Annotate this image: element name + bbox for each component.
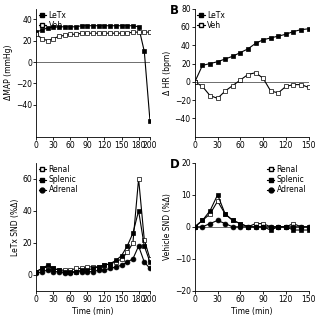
Legend: Renal, Splenic, Adrenal: Renal, Splenic, Adrenal xyxy=(38,164,79,195)
Legend: Renal, Splenic, Adrenal: Renal, Splenic, Adrenal xyxy=(266,164,307,195)
Legend: LeTx, Veh: LeTx, Veh xyxy=(38,10,67,31)
Text: D: D xyxy=(170,158,180,171)
Legend: LeTx, Veh: LeTx, Veh xyxy=(196,10,226,31)
Y-axis label: Vehicle SND (%Δ): Vehicle SND (%Δ) xyxy=(163,193,172,260)
X-axis label: Time (min): Time (min) xyxy=(72,307,114,316)
Y-axis label: LeTx SND (%Δ): LeTx SND (%Δ) xyxy=(11,198,20,255)
X-axis label: Time (min): Time (min) xyxy=(231,307,272,316)
Text: B: B xyxy=(170,4,179,17)
Y-axis label: Δ HR (bpm): Δ HR (bpm) xyxy=(163,51,172,95)
Y-axis label: ΔMAP (mmHg): ΔMAP (mmHg) xyxy=(4,45,13,100)
